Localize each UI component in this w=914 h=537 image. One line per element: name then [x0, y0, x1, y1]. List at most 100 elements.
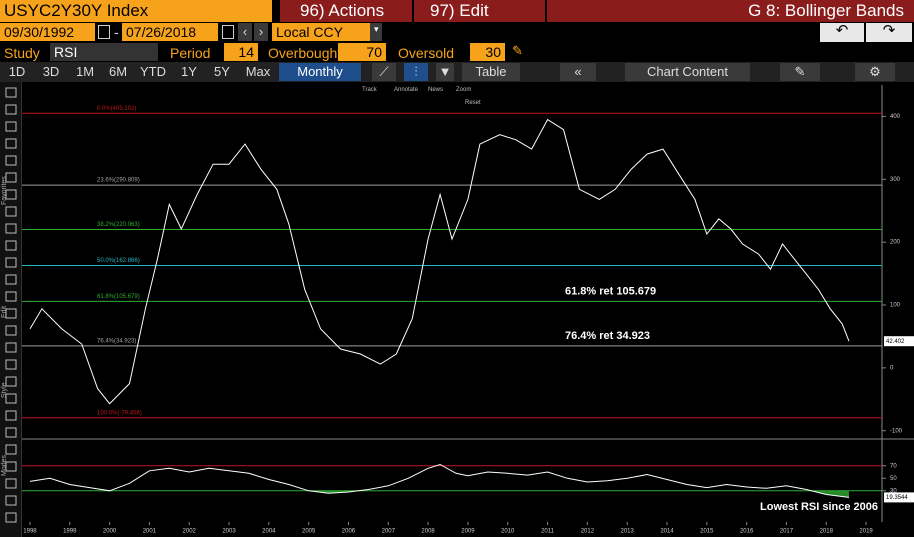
tool-icon [5, 223, 17, 234]
overbought-input[interactable]: 70 [338, 43, 386, 61]
range-button[interactable]: 6M [103, 63, 133, 81]
start-date[interactable]: 09/30/1992 [0, 23, 95, 41]
period-input[interactable]: 14 [224, 43, 258, 61]
x-tick-label: 2007 [382, 529, 396, 535]
y-tick-label: -100 [890, 428, 903, 434]
tool-icon [5, 291, 17, 302]
tool-icon [5, 325, 17, 336]
bar-icon[interactable]: ⫶ [404, 63, 428, 81]
x-tick-label: 2003 [222, 529, 236, 535]
edit-menu[interactable]: 97) Edit [430, 1, 489, 20]
tool-icon [5, 410, 17, 421]
x-tick-label: 2011 [541, 529, 555, 535]
undo-button[interactable]: ↶ [820, 23, 864, 42]
frequency-select[interactable]: Monthly [279, 63, 361, 81]
tool-icon [5, 172, 17, 183]
actions-menu[interactable]: 96) Actions [300, 1, 385, 20]
last-value-label: 42.402 [886, 339, 905, 345]
fib-label: 23.6%(290.809) [97, 178, 140, 184]
collapse-button[interactable]: « [560, 63, 596, 81]
x-tick-label: 2015 [700, 529, 714, 535]
tool-icon [5, 478, 17, 489]
x-tick-label: 2004 [262, 529, 276, 535]
range-button[interactable]: 1M [70, 63, 100, 81]
tool-icon [5, 427, 17, 438]
y-tick-label: 100 [890, 303, 901, 309]
dropdown-arrow[interactable]: ▾ [370, 23, 382, 41]
study-label: Study [4, 45, 40, 61]
chart-tool[interactable]: Annotate [394, 87, 419, 93]
chart-tool[interactable]: Zoom [456, 87, 472, 93]
security-field[interactable]: USYC2Y30Y Index [0, 0, 272, 22]
tool-icon [5, 393, 17, 404]
x-tick-label: 2019 [859, 529, 873, 535]
type-dropdown[interactable]: ▼ [436, 63, 454, 81]
calendar-icon[interactable] [98, 25, 110, 39]
x-tick-label: 2013 [621, 529, 635, 535]
chart-content-button[interactable]: Chart Content [625, 63, 750, 81]
range-button[interactable]: Max [241, 63, 275, 81]
last-value-label: 19.3544 [886, 495, 908, 501]
oversold-input[interactable]: 30 [470, 43, 505, 61]
y-tick-label: 400 [890, 114, 901, 120]
pencil-icon[interactable]: ✎ [512, 43, 523, 58]
tool-icon [5, 257, 17, 268]
range-button[interactable]: YTD [136, 63, 170, 81]
x-tick-label: 2012 [581, 529, 595, 535]
end-date[interactable]: 07/26/2018 [122, 23, 218, 41]
y-tick-label: 200 [890, 240, 901, 246]
tool-icon [5, 461, 17, 472]
line-icon[interactable]: ⟋ [372, 63, 396, 81]
y-tick-label: 300 [890, 177, 901, 183]
chart-tool[interactable]: Track [362, 87, 377, 93]
x-tick-label: 2009 [461, 529, 475, 535]
calendar-icon[interactable] [222, 25, 234, 39]
overbought-label: Overbought [268, 45, 342, 61]
series-line [29, 463, 850, 498]
last-value-box [884, 492, 914, 503]
x-tick-label: 2000 [103, 529, 117, 535]
tool-icon [5, 121, 17, 132]
header-bar [280, 0, 914, 22]
range-button[interactable]: 5Y [207, 63, 237, 81]
separator [545, 0, 547, 22]
currency-select[interactable]: Local CCY [272, 23, 370, 41]
range-button[interactable]: 3D [36, 63, 66, 81]
tool-icon [5, 308, 17, 319]
fib-label: 61.8%(105.679) [97, 294, 140, 300]
tool-icon [5, 155, 17, 166]
date-separator: - [114, 24, 119, 40]
prev-button[interactable]: ‹ [238, 23, 252, 41]
tool-icon [5, 359, 17, 370]
tool-icon [5, 444, 17, 455]
edit-icon[interactable]: ✎ [780, 63, 820, 81]
x-tick-label: 2018 [820, 529, 834, 535]
tool-icon [5, 342, 17, 353]
tool-icon [5, 376, 17, 387]
x-tick-label: 2010 [501, 529, 515, 535]
function-name: G 8: Bollinger Bands [748, 1, 904, 20]
x-tick-label: 2016 [740, 529, 754, 535]
study-select[interactable]: RSI [50, 43, 158, 61]
next-button[interactable]: › [254, 23, 268, 41]
x-tick-label: 2002 [183, 529, 197, 535]
y-tick-label: 50 [890, 476, 897, 482]
settings-icon[interactable]: ⚙ [855, 63, 895, 81]
x-tick-label: 2005 [302, 529, 316, 535]
overbought-fill [29, 464, 849, 466]
oversold-fill [29, 490, 849, 498]
chart-tool[interactable]: News [428, 87, 444, 93]
range-button[interactable]: 1Y [174, 63, 204, 81]
fib-label: 0.0%(405.102) [97, 106, 136, 112]
redo-button[interactable]: ↷ [866, 23, 912, 42]
range-button[interactable]: 1D [2, 63, 32, 81]
y-tick-label: 0 [890, 365, 894, 371]
fib-label: 38.2%(220.063) [97, 222, 140, 228]
fib-label: 100.0%(-79.458) [97, 410, 142, 416]
reset-button[interactable]: Reset [465, 100, 481, 106]
tool-icon [5, 206, 17, 217]
table-button[interactable]: Table [462, 63, 520, 81]
x-tick-label: 2006 [342, 529, 356, 535]
